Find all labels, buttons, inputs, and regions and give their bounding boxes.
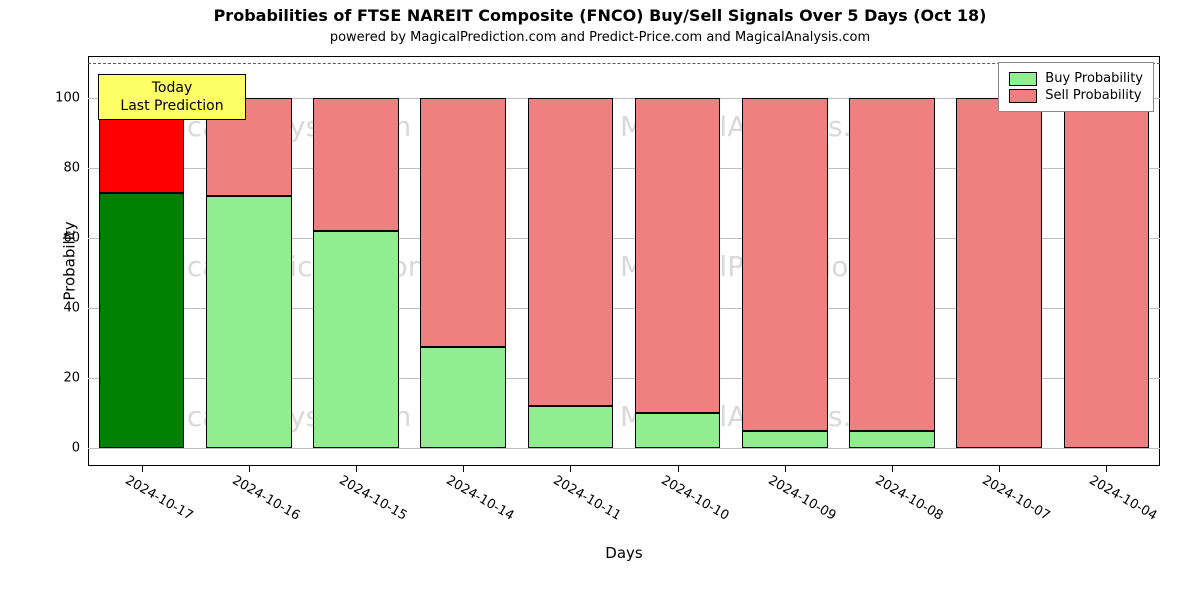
bar-slot	[1064, 56, 1150, 466]
x-tick-label: 2024-10-08	[873, 466, 950, 524]
x-tick-label: 2024-10-07	[980, 466, 1057, 524]
chart-title: Probabilities of FTSE NAREIT Composite (…	[0, 6, 1200, 25]
x-tick-label: 2024-10-09	[765, 466, 842, 524]
x-tick-label: 2024-10-15	[337, 466, 414, 524]
today-annotation: Today Last Prediction	[98, 74, 246, 120]
y-axis-label: Probability	[61, 221, 79, 300]
y-tick-label: 100	[55, 91, 88, 106]
bar-buy	[206, 196, 292, 448]
legend-item-sell: Sell Probability	[1009, 88, 1143, 103]
y-tick-label: 20	[63, 371, 88, 386]
bar-buy	[528, 406, 614, 448]
x-tick-label: 2024-10-11	[551, 466, 628, 524]
chart-subtitle: powered by MagicalPrediction.com and Pre…	[0, 30, 1200, 45]
y-tick-label: 40	[63, 301, 88, 316]
bar-buy	[635, 413, 721, 448]
bar-buy	[742, 431, 828, 449]
legend-swatch-buy	[1009, 72, 1037, 86]
legend-swatch-sell	[1009, 89, 1037, 103]
x-tick-label: 2024-10-04	[1087, 466, 1164, 524]
bar-slot	[635, 56, 721, 466]
bar-sell	[849, 98, 935, 431]
bar-buy	[99, 193, 185, 449]
x-axis-label: Days	[605, 544, 642, 562]
x-tick-label: 2024-10-10	[658, 466, 735, 524]
bar-buy	[420, 347, 506, 449]
bar-sell	[956, 98, 1042, 448]
bar-slot	[313, 56, 399, 466]
bar-slot	[742, 56, 828, 466]
plot-area: MagicalAnalysis.comMagicalAnalysis.comMa…	[88, 56, 1160, 466]
x-tick-label: 2024-10-17	[122, 466, 199, 524]
bar-slot	[420, 56, 506, 466]
bar-buy	[849, 431, 935, 449]
bar-sell	[635, 98, 721, 413]
bar-sell	[528, 98, 614, 406]
bar-slot	[956, 56, 1042, 466]
bar-slot	[528, 56, 614, 466]
today-annotation-line1: Today	[107, 79, 237, 97]
chart-frame: Probabilities of FTSE NAREIT Composite (…	[0, 0, 1200, 600]
bar-sell	[420, 98, 506, 347]
bar-sell	[313, 98, 399, 231]
bar-slot	[849, 56, 935, 466]
y-tick-label: 80	[63, 161, 88, 176]
bar-sell	[742, 98, 828, 431]
y-tick-label: 0	[72, 441, 88, 456]
bar-buy	[313, 231, 399, 448]
x-tick-label: 2024-10-14	[444, 466, 521, 524]
legend-item-buy: Buy Probability	[1009, 71, 1143, 86]
legend-label-sell: Sell Probability	[1045, 88, 1141, 103]
legend-label-buy: Buy Probability	[1045, 71, 1143, 86]
today-annotation-line2: Last Prediction	[107, 97, 237, 115]
legend: Buy Probability Sell Probability	[998, 62, 1154, 112]
bar-sell	[1064, 98, 1150, 448]
x-tick-label: 2024-10-16	[229, 466, 306, 524]
